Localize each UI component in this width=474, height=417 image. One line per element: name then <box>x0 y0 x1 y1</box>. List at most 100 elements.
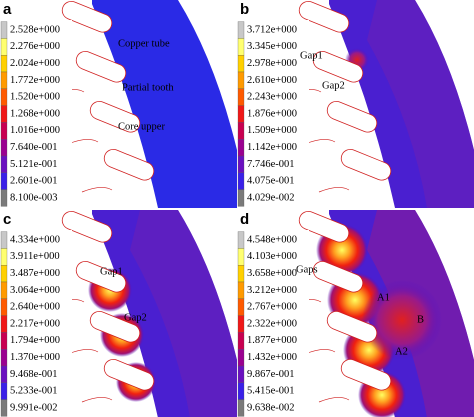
legend-value: 2.767e+000 <box>247 302 297 313</box>
legend-value: 1.877e+000 <box>247 335 297 346</box>
legend-value: 9.638e-002 <box>247 402 295 413</box>
legend-box <box>0 20 72 207</box>
color-swatch <box>0 231 8 249</box>
color-swatch <box>237 399 245 417</box>
field-band <box>130 210 237 417</box>
color-swatch <box>237 349 245 367</box>
slot <box>340 358 392 391</box>
slot <box>298 0 350 33</box>
legend-value: 3.712e+000 <box>247 24 297 35</box>
legend-value: 2.601e-001 <box>10 176 58 187</box>
slot <box>75 260 127 293</box>
annotation: Partial tooth <box>122 82 174 93</box>
tube-outline <box>304 349 336 355</box>
legend-value: 9.867e-001 <box>247 369 295 380</box>
legend-value: 3.064e+000 <box>10 285 60 296</box>
stator-region <box>92 0 237 208</box>
legend-value: 2.610e+000 <box>247 75 297 86</box>
color-swatch <box>0 155 8 173</box>
legend-value: 2.528e+000 <box>10 24 60 35</box>
hot-spot <box>362 280 442 360</box>
annotation: Gap2 <box>322 80 345 91</box>
color-swatch <box>237 265 245 283</box>
panel: c 4.334e+000 3.911e+000 3.487e+000 3.064e+00… <box>0 210 237 417</box>
legend-value: 3.345e+000 <box>247 41 297 52</box>
color-swatch <box>237 105 245 123</box>
annotation: Core upper <box>118 121 165 132</box>
legend-value: 2.978e+000 <box>247 58 297 69</box>
color-swatch <box>237 298 245 316</box>
color-swatch <box>0 349 8 367</box>
legend-value: 2.243e+000 <box>247 92 297 103</box>
legend-box <box>237 20 309 207</box>
tube-outline <box>304 139 336 145</box>
legend-value: 5.415e-001 <box>247 386 295 397</box>
legend-value: 1.794e+000 <box>10 335 60 346</box>
annotation: Gap2 <box>124 312 147 323</box>
annotation: Gap1 <box>300 50 323 61</box>
color-swatch <box>237 38 245 56</box>
tube-outline <box>81 397 113 403</box>
legend-value: 3.212e+000 <box>247 285 297 296</box>
slot <box>103 358 155 391</box>
color-swatch <box>0 265 8 283</box>
tube-outline <box>67 349 99 355</box>
panel-label: c <box>3 211 11 228</box>
legend-value: 1.520e+000 <box>10 92 60 103</box>
legend-value: 2.217e+000 <box>10 318 60 329</box>
slot <box>61 0 113 33</box>
tube-outline <box>318 397 350 403</box>
legend-value: 2.024e+000 <box>10 58 60 69</box>
legend-value: 4.548e+000 <box>247 234 297 245</box>
color-swatch <box>237 248 245 266</box>
color-swatch <box>0 382 8 400</box>
slot <box>75 50 127 83</box>
color-swatch <box>237 189 245 207</box>
annotation: B <box>417 314 424 325</box>
annotation: Gaps <box>296 264 318 275</box>
color-swatch <box>237 139 245 157</box>
legend-value: 1.370e+000 <box>10 352 60 363</box>
legend-value: 2.640e+000 <box>10 302 60 313</box>
color-swatch <box>237 155 245 173</box>
annotation: A2 <box>395 346 408 357</box>
legend-value: 4.029e-002 <box>247 192 295 203</box>
color-swatch <box>237 88 245 106</box>
tube-outline <box>318 187 350 193</box>
slot <box>326 310 378 343</box>
legend-value: 4.103e+000 <box>247 251 297 262</box>
legend-value: 1.268e+000 <box>10 108 60 119</box>
legend-box <box>0 230 72 417</box>
legend-value: 5.233e-001 <box>10 386 58 397</box>
panel-label: b <box>240 1 249 18</box>
legend-value: 3.658e+000 <box>247 268 297 279</box>
color-swatch <box>0 298 8 316</box>
color-swatch <box>0 399 8 417</box>
slot <box>340 148 392 181</box>
color-swatch <box>0 71 8 89</box>
slot <box>103 148 155 181</box>
legend-value: 5.121e-001 <box>10 159 58 170</box>
color-swatch <box>237 55 245 73</box>
color-swatch <box>237 382 245 400</box>
legend-value: 7.640e-001 <box>10 142 58 153</box>
legend-value: 9.468e-001 <box>10 369 58 380</box>
legend-value: 1.772e+000 <box>10 75 60 86</box>
tube-outline <box>81 187 113 193</box>
legend-value: 3.911e+000 <box>10 251 60 262</box>
color-swatch <box>237 281 245 299</box>
legend-value: 2.276e+000 <box>10 41 60 52</box>
color-swatch <box>0 139 8 157</box>
color-swatch <box>0 122 8 140</box>
annotation: A1 <box>377 292 390 303</box>
color-swatch <box>237 332 245 350</box>
color-swatch <box>237 71 245 89</box>
legend-value: 1.142e+000 <box>247 142 297 153</box>
color-swatch <box>237 172 245 190</box>
color-swatch <box>237 315 245 333</box>
slot <box>89 100 141 133</box>
legend-value: 1.432e+000 <box>247 352 297 363</box>
slot <box>312 50 364 83</box>
legend-box <box>237 230 309 417</box>
color-swatch <box>237 231 245 249</box>
